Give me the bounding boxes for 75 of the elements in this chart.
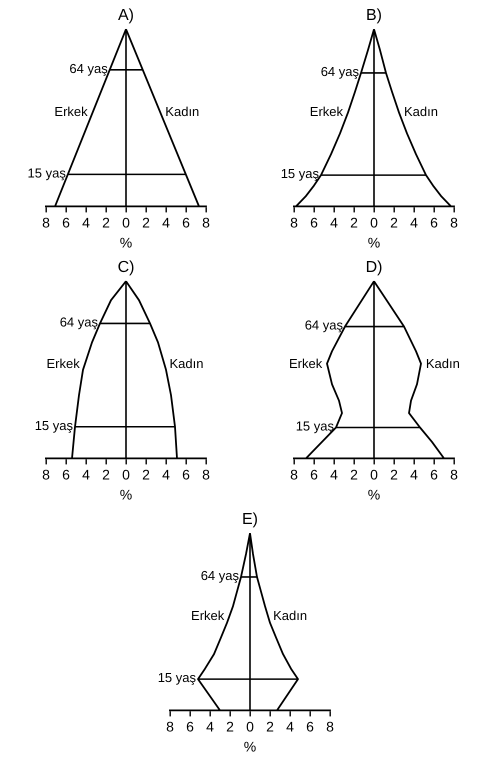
x-tick-label: 6: [310, 466, 318, 483]
x-tick-label: 4: [330, 466, 338, 483]
x-tick-label: 2: [350, 214, 358, 231]
x-axis-title: %: [119, 486, 132, 502]
x-axis-title: %: [367, 234, 380, 250]
x-tick-label: 4: [162, 214, 170, 231]
x-tick-label: 6: [182, 214, 190, 231]
x-tick-label: 0: [246, 718, 254, 735]
ref-line-label: 64 yaş: [68, 60, 108, 76]
x-tick-label: 2: [350, 466, 358, 483]
x-tick-label: 8: [42, 466, 50, 483]
x-axis-title: %: [119, 234, 132, 250]
ref-line-label: 15 yaş: [27, 165, 66, 180]
ref-line-label: 15 yaş: [295, 418, 334, 434]
series-label: Kadın: [168, 356, 203, 372]
x-tick-label: 4: [286, 718, 294, 735]
x-tick-label: 4: [330, 214, 338, 231]
series-label: Erkek: [54, 104, 88, 120]
x-tick-label: 2: [142, 466, 150, 483]
x-tick-label: 4: [410, 214, 418, 231]
x-tick-label: 0: [370, 466, 378, 483]
x-tick-label: 0: [122, 214, 130, 231]
x-tick-label: 4: [82, 466, 90, 483]
x-tick-label: 6: [182, 466, 190, 483]
x-tick-label: 2: [102, 214, 110, 231]
x-tick-label: 6: [62, 466, 70, 483]
series-label: Kadın: [272, 608, 307, 624]
x-tick-label: 4: [206, 718, 214, 735]
x-tick-label: 2: [390, 214, 398, 231]
ref-line-label: 15 yaş: [157, 670, 196, 686]
x-tick-label: 6: [430, 214, 438, 231]
ref-line-label: 64 yaş: [320, 64, 359, 79]
chart-title: E): [242, 511, 258, 528]
x-tick-label: 2: [142, 214, 150, 231]
x-tick-label: 2: [226, 718, 234, 735]
x-tick-label: 6: [430, 466, 438, 483]
ref-line-label: 64 yaş: [200, 568, 239, 583]
x-tick-label: 8: [202, 214, 210, 231]
x-tick-label: 8: [42, 214, 50, 231]
ref-line-label: 15 yaş: [34, 418, 73, 433]
x-tick-label: 8: [450, 214, 458, 231]
x-tick-label: 8: [290, 466, 298, 483]
series-label: Kadın: [403, 104, 438, 120]
chart-title: B): [366, 7, 382, 24]
series-label: Erkek: [190, 608, 224, 624]
x-tick-label: 0: [370, 214, 378, 231]
x-tick-label: 4: [410, 466, 418, 483]
ref-line-label: 64 yaş: [59, 314, 98, 330]
x-tick-label: 8: [202, 466, 210, 483]
x-tick-label: 2: [390, 466, 398, 483]
x-axis-title: %: [367, 486, 380, 502]
x-tick-label: 6: [310, 214, 318, 231]
x-tick-label: 6: [306, 718, 314, 735]
series-label: Kadın: [425, 356, 460, 372]
series-label: Erkek: [46, 356, 80, 372]
series-label: Kadın: [164, 104, 199, 120]
x-tick-label: 0: [122, 466, 130, 483]
x-tick-label: 2: [266, 718, 274, 735]
series-label: Erkek: [288, 356, 322, 372]
ref-line-label: 64 yaş: [304, 318, 343, 333]
x-tick-label: 4: [82, 214, 90, 231]
x-tick-label: 6: [62, 214, 70, 231]
chart-title: D): [365, 259, 382, 276]
x-tick-label: 8: [326, 718, 334, 735]
x-tick-label: 8: [290, 214, 298, 231]
series-label: Erkek: [309, 104, 344, 120]
ref-line-label: 15 yaş: [280, 166, 319, 182]
chart-title: A): [118, 7, 134, 24]
x-tick-label: 6: [186, 718, 194, 735]
x-tick-label: 8: [166, 718, 174, 735]
chart-title: C): [117, 259, 134, 276]
x-tick-label: 8: [450, 466, 458, 483]
x-tick-label: 2: [102, 466, 110, 483]
x-axis-title: %: [243, 738, 256, 754]
x-tick-label: 4: [162, 466, 170, 483]
